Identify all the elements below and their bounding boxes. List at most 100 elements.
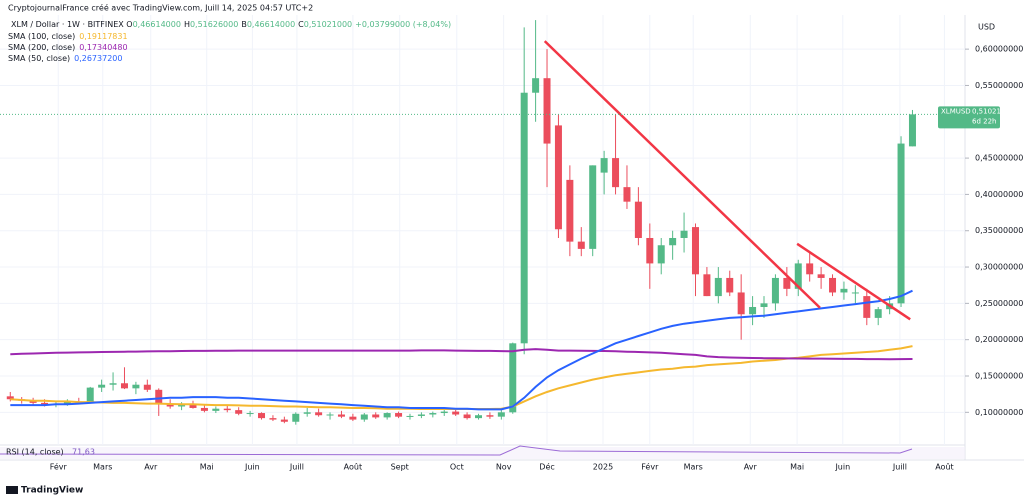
change: +0,03799000 (+8,04%)	[355, 20, 451, 29]
sma-legend: SMA (100, close) 0,19117831	[8, 32, 128, 41]
x-tick-label: Avr	[144, 463, 158, 472]
candle-body	[817, 274, 825, 278]
candle-body	[178, 405, 186, 407]
candle-body	[760, 303, 768, 307]
candle-body	[680, 230, 688, 238]
candle-body	[223, 408, 231, 411]
candle-body	[749, 306, 757, 315]
price-label-value: 0,51021000	[972, 107, 1014, 115]
candle-body	[543, 78, 551, 144]
tradingview-logo: TradingView	[6, 486, 83, 496]
candle-body	[200, 407, 208, 411]
candle-body	[63, 401, 71, 404]
candle-body	[29, 400, 37, 403]
candle-body	[109, 383, 117, 385]
ohlc-key: H	[184, 20, 190, 29]
ohlc-value: 0,51021000	[304, 20, 352, 29]
sma-legend: SMA (50, close) 0,26737200	[8, 54, 122, 63]
candle-body	[771, 277, 779, 304]
y-tick-label: 0,40000000	[975, 190, 1023, 199]
candle-body	[589, 165, 597, 249]
price-label-countdown: 6d 22h	[972, 117, 996, 125]
symbol-legend: XLM / Dollar · 1W · BITFINEX O0,46614000 H…	[11, 20, 451, 29]
x-tick-label: Avr	[744, 463, 758, 472]
candle-body	[212, 408, 220, 411]
trendline	[543, 40, 821, 309]
x-tick-label: 2025	[593, 463, 613, 472]
candle-body	[269, 418, 277, 420]
rsi-line	[0, 445, 913, 456]
candle-body	[417, 414, 425, 416]
x-tick-label: Déc	[539, 462, 554, 472]
symbol: XLM / Dollar · 1W · BITFINEX	[11, 20, 124, 29]
candle-body	[737, 292, 745, 315]
candle-body	[532, 78, 540, 93]
currency: USD	[978, 23, 995, 32]
candle-body	[337, 414, 345, 417]
y-tick-label: 0,15000000	[975, 371, 1023, 380]
candle-body	[315, 412, 323, 416]
sma-value: 0,19117831	[79, 32, 127, 41]
candle-body	[120, 383, 128, 389]
candle-body	[452, 411, 460, 415]
candle-body	[143, 384, 151, 390]
candle-body	[372, 414, 380, 418]
ohlc-key: C	[298, 20, 304, 29]
logo-text: TradingView	[21, 486, 83, 496]
x-tick-label: Juill	[892, 463, 907, 472]
candle-body	[166, 403, 174, 407]
candle-body	[280, 419, 288, 422]
ohlc-value: 0,46614000	[247, 20, 295, 29]
rsi-name: RSI (14, close)	[6, 448, 64, 457]
x-tick-label: Juin	[244, 463, 260, 472]
candle-body	[874, 309, 882, 318]
candle-body	[577, 241, 585, 249]
candle-body	[292, 413, 300, 422]
candle-body	[657, 245, 665, 264]
sma-legend: SMA (200, close) 0,17340480	[8, 43, 128, 52]
x-tick-label: Févr	[50, 462, 68, 472]
sma-value: 0,26737200	[74, 54, 122, 63]
grid	[0, 15, 965, 445]
candle-body	[863, 296, 871, 318]
candle-body	[908, 114, 916, 147]
candle-body	[246, 413, 254, 415]
candle-body	[98, 384, 106, 388]
logo-mark	[6, 486, 18, 494]
x-tick-label: Août	[935, 463, 953, 472]
x-tick-label: Févr	[641, 462, 659, 472]
candle-body	[155, 389, 163, 404]
y-tick-label: 0,10000000	[975, 408, 1023, 417]
y-tick-label: 0,25000000	[975, 299, 1023, 308]
rsi-value: 71,63	[72, 448, 95, 457]
candle-body	[897, 143, 905, 304]
candle-body	[86, 387, 94, 403]
candle-body	[440, 411, 448, 414]
x-tick-label: Nov	[496, 463, 512, 472]
sma-name: SMA (50, close)	[8, 54, 70, 63]
candle-body	[383, 413, 391, 418]
candle-body	[634, 201, 642, 238]
candle-body	[475, 415, 483, 419]
candle-body	[326, 414, 334, 416]
candle-body	[497, 412, 505, 417]
sma-value: 0,17340480	[79, 43, 127, 52]
x-tick-label: Juill	[289, 463, 304, 472]
candle-body	[406, 415, 414, 417]
x-tick-label: Mars	[93, 463, 112, 472]
candle-body	[806, 263, 814, 275]
candle-body	[189, 405, 197, 408]
candle-body	[703, 274, 711, 297]
x-tick-label: Oct	[450, 463, 464, 472]
candle-body	[360, 414, 368, 420]
x-tick-label: Mai	[790, 463, 804, 472]
candle-body	[463, 414, 471, 419]
y-tick-label: 0,55000000	[975, 81, 1023, 90]
candle-body	[520, 92, 528, 344]
candle-body	[258, 413, 266, 419]
x-tick-label: Sept	[391, 463, 409, 472]
y-tick-label: 0,35000000	[975, 226, 1023, 235]
candle-body	[623, 187, 631, 202]
candle-body	[726, 277, 734, 293]
